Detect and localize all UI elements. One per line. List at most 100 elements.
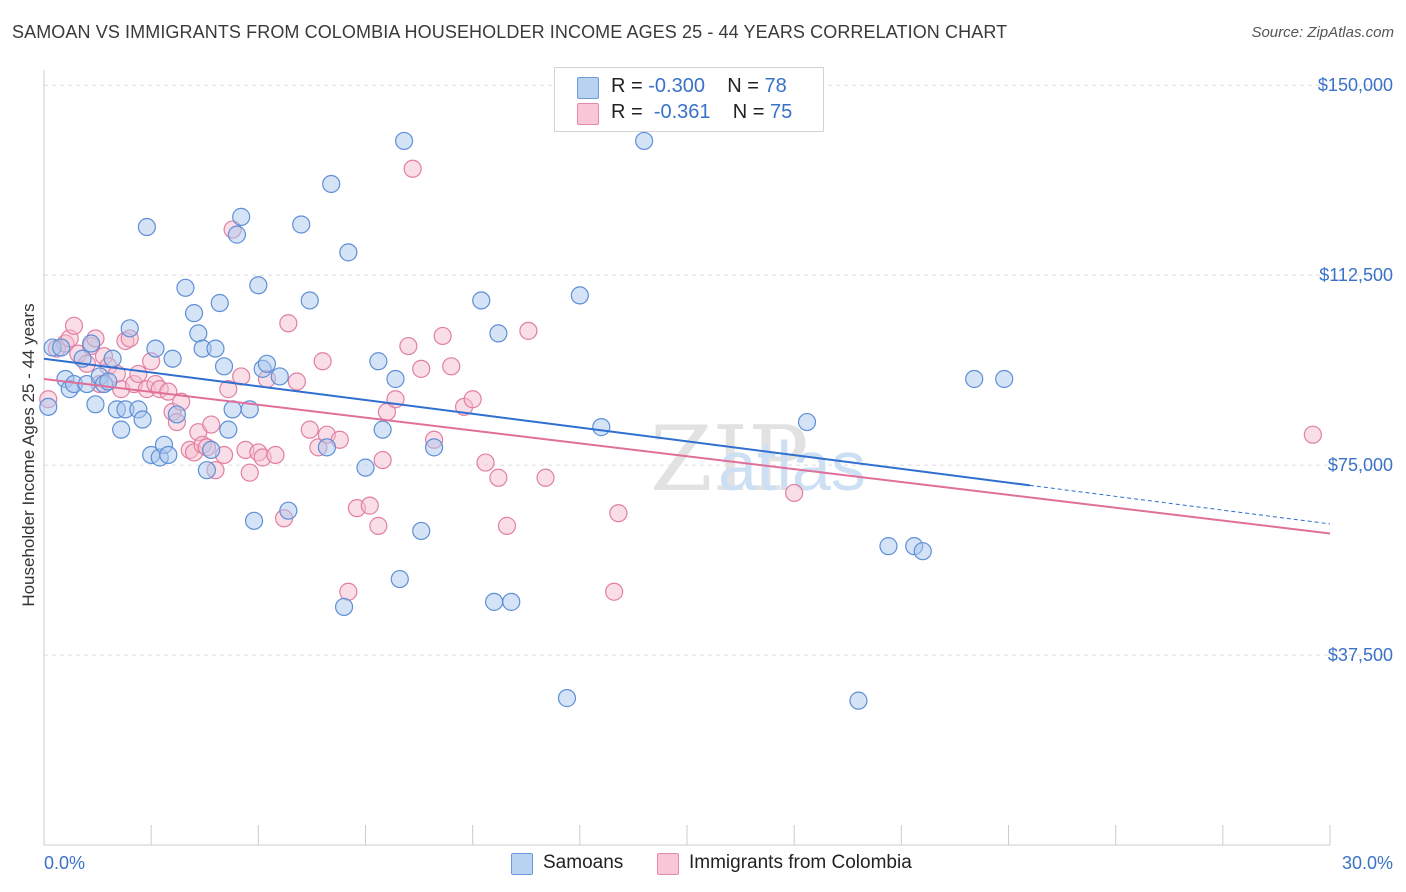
samoans-point [202, 440, 221, 460]
colombia-point [476, 453, 495, 472]
colombia-trend-line [43, 377, 1331, 535]
samoans-point [39, 397, 58, 416]
colombia-point [287, 372, 307, 391]
samoans-point [52, 338, 71, 357]
samoans-point [206, 339, 225, 358]
y-tick-label: $150,000 [1318, 75, 1393, 95]
samoans-point [189, 324, 208, 343]
samoans-point [390, 569, 409, 589]
colombia-point [489, 468, 508, 487]
samoans-legend-label: Samoans [543, 852, 624, 873]
colombia-point [536, 468, 555, 487]
r-label: R = [611, 101, 643, 123]
samoans-point [557, 689, 577, 708]
colombia-point [219, 380, 238, 399]
samoans-point [394, 131, 414, 151]
samoans-point [146, 339, 165, 358]
r-label: R = [611, 75, 643, 97]
samoans-point [279, 501, 298, 520]
samoans-swatch [577, 77, 599, 99]
samoans-point [214, 357, 234, 376]
colombia-point [785, 483, 804, 503]
colombia-point [399, 336, 418, 356]
samoans-point [369, 352, 388, 371]
colombia-point [519, 321, 538, 340]
samoans-point [249, 276, 268, 295]
n-label: N = [732, 101, 765, 123]
y-tick-labels: $37,500 $75,000 $112,500 $150,000 [1318, 75, 1393, 665]
samoans-point [112, 420, 131, 439]
samoans-point [489, 324, 508, 343]
samoans-point [223, 400, 242, 419]
colombia-point [159, 382, 178, 401]
y-tick-label: $75,000 [1328, 455, 1393, 475]
samoans-point [592, 418, 611, 437]
chart-title: SAMOAN VS IMMIGRANTS FROM COLOMBIA HOUSE… [12, 22, 1008, 42]
r-value: -0.300 [648, 75, 705, 97]
colombia-point [360, 496, 379, 515]
colombia-points [39, 159, 1322, 601]
samoans-points [39, 131, 1014, 710]
samoans-point [159, 445, 178, 465]
colombia-point [266, 445, 285, 465]
samoans-point [386, 369, 405, 389]
samoans-point [356, 458, 375, 477]
samoans-point [373, 420, 392, 439]
colombia-point [64, 316, 84, 335]
axis-layer [43, 70, 1331, 846]
samoans-point [133, 410, 152, 429]
legend-samoans-text: R = -0.300 N = 78 [611, 75, 787, 98]
samoans-point [167, 405, 186, 424]
y-axis-label: Householder Income Ages 25 - 44 years [19, 303, 38, 606]
colombia-swatch [577, 103, 599, 125]
samoans-point [339, 243, 358, 262]
samoans-point [120, 319, 139, 338]
samoans-point [485, 592, 504, 611]
samoans-point [137, 217, 156, 237]
colombia-point [373, 450, 392, 470]
watermark-zip: ZIP [650, 407, 809, 512]
colombia-point [279, 314, 298, 333]
source-label: Source: ZipAtlas.com [1251, 24, 1394, 41]
colombia-point [433, 326, 452, 346]
x-tick-label-min: 0.0% [44, 853, 85, 873]
samoans-point [219, 420, 238, 439]
colombia-point [403, 159, 422, 178]
grid-layer [44, 84, 1392, 656]
samoans-point [502, 592, 521, 611]
y-tick-label: $112,500 [1319, 265, 1393, 285]
colombia-point [313, 352, 332, 371]
samoans-point [232, 207, 251, 226]
samoans-point [86, 395, 105, 414]
samoans-point [472, 291, 491, 310]
samoans-point [270, 367, 289, 386]
colombia-point [202, 415, 221, 434]
samoans-point [412, 521, 431, 541]
colombia-legend-label: Immigrants from Colombia [689, 852, 912, 873]
samoans-point [322, 174, 341, 194]
samoans-point [82, 334, 101, 353]
samoans-point [570, 286, 589, 305]
trend-layer [43, 357, 1331, 535]
samoans-point [797, 412, 817, 432]
samoans-point [334, 597, 354, 617]
colombia-point [339, 582, 358, 601]
samoans-point [965, 369, 984, 389]
samoans-point [103, 349, 122, 368]
samoans-point [913, 542, 932, 561]
samoans-point [879, 537, 898, 556]
n-label: N = [727, 75, 759, 97]
colombia-point [497, 516, 517, 535]
correlation-legend: R = -0.300 N = 78 R = -0.361 N = 75 [554, 67, 824, 132]
samoans-point [424, 438, 444, 457]
samoans-point [995, 369, 1014, 389]
samoans-point [184, 304, 204, 323]
legend-colombia-text: R = -0.361 N = 75 [611, 101, 792, 124]
samoans-legend-swatch [511, 853, 533, 875]
colombia-point [240, 463, 259, 482]
x-tick-label-max: 30.0% [1342, 853, 1393, 873]
samoans-point [197, 461, 216, 480]
samoans-point [300, 291, 319, 310]
y-tick-label: $37,500 [1328, 645, 1393, 665]
